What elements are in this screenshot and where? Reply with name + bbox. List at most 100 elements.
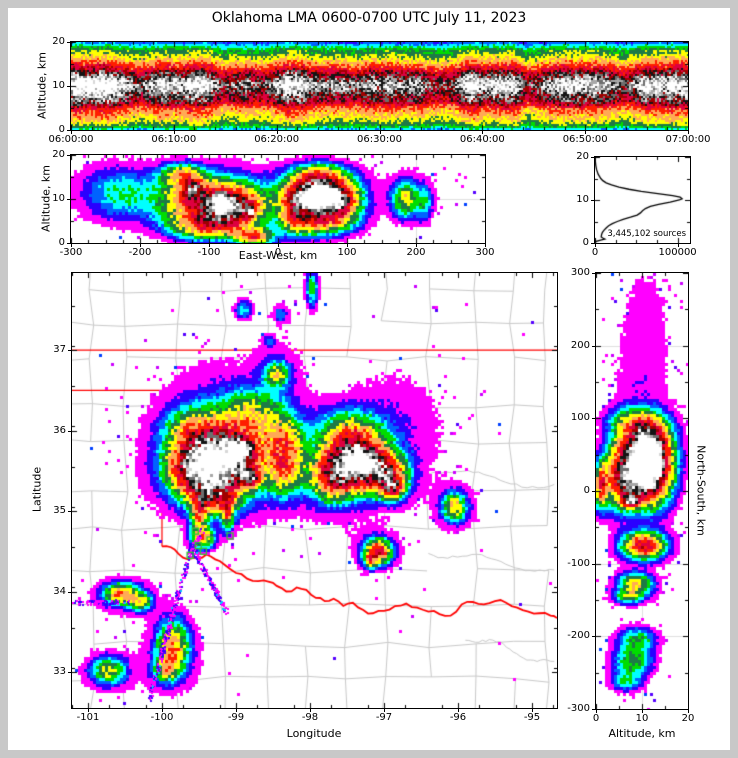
- y-tick-mark: [592, 273, 595, 274]
- y-tick-label: 34: [53, 585, 66, 597]
- x-tick-mark: [532, 709, 533, 712]
- y-tick-label: 10: [576, 194, 589, 205]
- x-tick-label: 06:40:00: [459, 134, 505, 145]
- y-tick-mark: [591, 157, 594, 158]
- x-tick-mark: [482, 131, 483, 134]
- y-tick-label: 33: [53, 666, 66, 678]
- y-tick-label: 0: [58, 237, 65, 248]
- plan-view-map-panel: [71, 272, 558, 709]
- y-tick-label: -100: [567, 557, 590, 569]
- x-tick-label: 07:00:00: [665, 134, 711, 145]
- y-tick-mark: [592, 491, 595, 492]
- x-tick-mark: [595, 244, 596, 247]
- x-tick-mark: [174, 131, 175, 134]
- x-tick-label: 0: [592, 713, 600, 724]
- x-tick-label: 06:00:00: [48, 134, 94, 145]
- y-tick-label: 20: [52, 36, 65, 47]
- x-tick-label: 10: [635, 713, 649, 724]
- y-tick-mark: [68, 350, 71, 351]
- y-tick-label: 36: [53, 424, 66, 436]
- figure-title: Oklahoma LMA 0600-0700 UTC July 11, 2023: [211, 10, 527, 26]
- map-y-axis-label: Latitude: [30, 466, 44, 513]
- east-west-cross-section-panel: [70, 154, 486, 244]
- y-tick-mark: [591, 243, 594, 244]
- y-tick-mark: [591, 200, 594, 201]
- altitude-histogram-canvas: [595, 157, 690, 243]
- y-tick-label: -200: [567, 630, 590, 642]
- y-tick-label: 0: [58, 124, 65, 135]
- y-tick-label: 0: [583, 485, 590, 496]
- y-tick-mark: [592, 346, 595, 347]
- plan-view-map-canvas: [72, 273, 557, 708]
- x-tick-label: 0: [591, 247, 599, 258]
- x-tick-label: 06:10:00: [151, 134, 197, 145]
- x-tick-label: 20: [681, 713, 695, 724]
- map-x-axis-label: Longitude: [286, 727, 342, 740]
- x-tick-label: -101: [76, 712, 100, 723]
- x-tick-mark: [162, 709, 163, 712]
- y-tick-label: 37: [53, 344, 66, 356]
- x-tick-label: 200: [406, 247, 426, 258]
- y-tick-label: 300: [570, 267, 590, 278]
- ns-cross-y-axis-label: North-South, km: [694, 445, 708, 536]
- x-tick-label: -96: [449, 712, 467, 723]
- x-tick-mark: [310, 709, 311, 712]
- y-tick-label: 10: [52, 80, 65, 91]
- y-tick-mark: [592, 636, 595, 637]
- y-tick-label: -300: [567, 703, 590, 714]
- east-west-cross-section-canvas: [71, 155, 485, 243]
- x-tick-mark: [458, 709, 459, 712]
- y-tick-mark: [68, 592, 71, 593]
- y-tick-label: 100: [570, 412, 590, 424]
- x-tick-mark: [277, 131, 278, 134]
- x-tick-mark: [236, 709, 237, 712]
- time-height-panel: [70, 41, 689, 131]
- north-south-cross-section-canvas: [596, 273, 688, 709]
- x-tick-label: -300: [59, 247, 83, 258]
- y-tick-mark: [68, 672, 71, 673]
- y-tick-label: 20: [576, 151, 589, 162]
- x-tick-label: 06:30:00: [357, 134, 402, 145]
- x-tick-mark: [642, 710, 643, 713]
- x-tick-mark: [585, 131, 586, 134]
- y-tick-mark: [592, 564, 595, 565]
- x-tick-label: -100: [197, 247, 221, 258]
- y-tick-label: 10: [52, 193, 65, 204]
- y-tick-label: 200: [570, 339, 590, 351]
- x-tick-mark: [688, 710, 689, 713]
- x-tick-mark: [678, 244, 679, 247]
- altitude-histogram-panel: [594, 156, 691, 244]
- ew-cross-x-axis-label: East-West, km: [238, 249, 318, 262]
- ns-cross-x-axis-label: Altitude, km: [608, 727, 676, 740]
- x-tick-mark: [209, 244, 210, 247]
- x-tick-label: 06:50:00: [562, 134, 608, 145]
- y-tick-label: 20: [52, 149, 65, 160]
- x-tick-mark: [278, 244, 279, 247]
- x-tick-mark: [380, 131, 381, 134]
- y-tick-mark: [67, 243, 70, 244]
- x-tick-mark: [416, 244, 417, 247]
- x-tick-label: -97: [375, 712, 393, 723]
- y-tick-mark: [67, 42, 70, 43]
- x-tick-label: 300: [475, 247, 495, 258]
- y-tick-mark: [67, 199, 70, 200]
- x-tick-mark: [88, 709, 89, 712]
- y-tick-label: 0: [582, 237, 589, 248]
- source-count-annotation: 3,445,102 sources: [607, 229, 686, 239]
- north-south-cross-section-panel: [595, 272, 689, 710]
- y-tick-mark: [592, 709, 595, 710]
- x-tick-mark: [384, 709, 385, 712]
- x-tick-label: -200: [128, 247, 152, 258]
- x-tick-mark: [71, 131, 72, 134]
- x-tick-label: 06:20:00: [254, 134, 300, 145]
- y-tick-label: 35: [53, 505, 66, 517]
- x-tick-label: -95: [523, 712, 541, 723]
- x-tick-label: -99: [227, 712, 245, 723]
- x-tick-mark: [347, 244, 348, 247]
- x-tick-mark: [688, 131, 689, 134]
- y-tick-mark: [67, 130, 70, 131]
- x-tick-mark: [485, 244, 486, 247]
- y-tick-mark: [592, 418, 595, 419]
- x-tick-mark: [596, 710, 597, 713]
